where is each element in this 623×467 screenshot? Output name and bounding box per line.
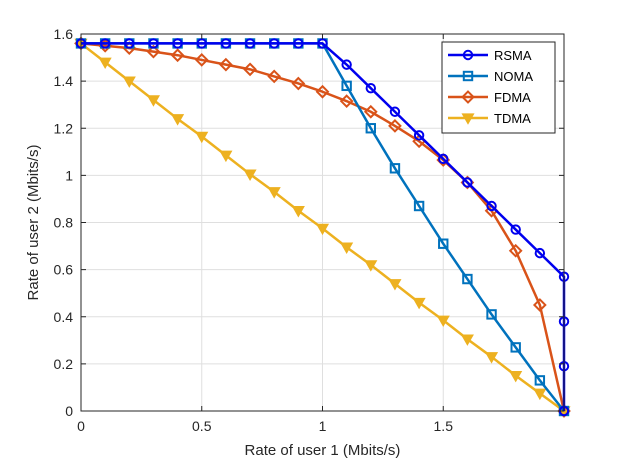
- legend: RSMA NOMA FDMA TDMA: [441, 41, 556, 134]
- data-point-tdma: [340, 242, 354, 255]
- y-tick-label: 0.6: [54, 262, 74, 278]
- axis-ticks: 0 0.5 1 1.5 0 0.2 0.4 0.6 0.8 1 1.2 1.4 1.6: [54, 26, 564, 434]
- data-point-tdma: [533, 388, 547, 401]
- data-point-rsma: [413, 130, 425, 141]
- data-point-noma: [389, 163, 401, 174]
- data-point-tdma: [98, 57, 112, 70]
- x-tick-label: 1.5: [434, 418, 454, 434]
- data-point-noma: [462, 273, 473, 285]
- data-point-rsma: [534, 247, 546, 259]
- data-point-noma: [534, 375, 546, 386]
- data-point-rsma: [317, 38, 328, 49]
- y-tick-label: 0.8: [54, 215, 74, 231]
- data-point-tdma: [485, 352, 499, 364]
- legend-label-fdma: FDMA: [494, 90, 531, 105]
- data-point-rsma: [293, 38, 304, 49]
- y-tick-label: 0.4: [54, 309, 74, 325]
- x-axis-label: Rate of user 1 (Mbits/s): [245, 442, 401, 459]
- legend-marker-fdma: [461, 90, 475, 104]
- data-point-fdma: [146, 44, 161, 59]
- data-point-fdma: [243, 62, 257, 77]
- data-point-fdma: [388, 119, 402, 133]
- x-tick-label: 1: [319, 418, 327, 434]
- series-layer: [74, 36, 571, 418]
- data-point-tdma: [219, 150, 233, 163]
- x-tick-label: 0.5: [192, 418, 212, 434]
- series-line-fdma: [80, 42, 566, 412]
- y-tick-label: 1.2: [54, 120, 74, 136]
- data-point-rsma: [341, 59, 352, 70]
- y-tick-label: 0: [65, 403, 73, 419]
- data-point-tdma: [195, 131, 209, 144]
- data-point-rsma: [172, 38, 183, 49]
- data-point-tdma: [412, 297, 426, 310]
- legend-marker-tdma: [461, 113, 475, 125]
- data-point-rsma: [269, 38, 280, 49]
- legend-label-rsma: RSMA: [494, 48, 532, 63]
- data-point-tdma: [460, 334, 474, 346]
- data-point-rsma: [220, 38, 232, 49]
- data-point-fdma: [315, 84, 330, 99]
- y-tick-label: 1: [65, 167, 73, 183]
- data-point-tdma: [146, 95, 160, 107]
- data-point-tdma: [364, 260, 378, 272]
- data-point-fdma: [194, 53, 209, 67]
- data-point-fdma: [532, 298, 547, 312]
- data-point-tdma: [267, 187, 281, 199]
- data-point-tdma: [122, 76, 136, 88]
- data-point-rsma: [389, 106, 401, 117]
- x-tick-label: 0: [77, 418, 85, 434]
- data-point-rsma: [438, 153, 449, 165]
- data-point-tdma: [509, 370, 523, 383]
- data-point-rsma: [99, 38, 111, 49]
- data-point-tdma: [315, 223, 330, 236]
- data-point-fdma: [339, 94, 354, 109]
- data-point-fdma: [363, 104, 378, 119]
- data-point-tdma: [171, 114, 185, 126]
- data-point-rsma: [196, 38, 207, 49]
- series-rsma: [75, 38, 570, 417]
- data-point-rsma: [462, 177, 473, 188]
- data-point-fdma: [508, 243, 523, 258]
- data-point-rsma: [148, 38, 159, 49]
- data-point-noma: [365, 123, 377, 134]
- legend-entry-rsma: RSMA: [448, 48, 532, 63]
- data-point-noma: [341, 80, 352, 92]
- data-point-tdma: [243, 169, 257, 181]
- data-point-fdma: [291, 76, 306, 91]
- data-point-noma: [510, 342, 521, 353]
- data-point-noma: [438, 238, 449, 249]
- data-point-rsma: [510, 224, 521, 235]
- y-tick-label: 1.4: [54, 73, 74, 89]
- legend-entry-noma: NOMA: [448, 69, 533, 84]
- legend-label-tdma: TDMA: [494, 111, 531, 126]
- y-tick-label: 1.6: [54, 26, 74, 42]
- legend-entry-fdma: FDMA: [448, 90, 531, 105]
- data-point-tdma: [388, 279, 402, 291]
- data-point-rsma: [124, 38, 135, 49]
- legend-label-noma: NOMA: [494, 69, 533, 84]
- data-point-fdma: [219, 57, 233, 72]
- legend-marker-noma: [462, 70, 474, 82]
- data-point-fdma: [170, 48, 185, 63]
- data-point-rsma: [244, 38, 256, 49]
- data-point-rsma: [365, 82, 376, 94]
- y-tick-label: 0.2: [54, 356, 74, 372]
- data-point-tdma: [291, 206, 305, 218]
- data-point-tdma: [436, 315, 450, 328]
- data-point-fdma: [267, 69, 282, 84]
- data-point-rsma: [486, 200, 497, 212]
- legend-marker-rsma: [462, 49, 474, 61]
- y-axis-label: Rate of user 2 (Mbits/s): [25, 145, 42, 301]
- data-point-noma: [486, 309, 497, 320]
- legend-entry-tdma: TDMA: [448, 111, 531, 126]
- data-point-noma: [413, 200, 425, 212]
